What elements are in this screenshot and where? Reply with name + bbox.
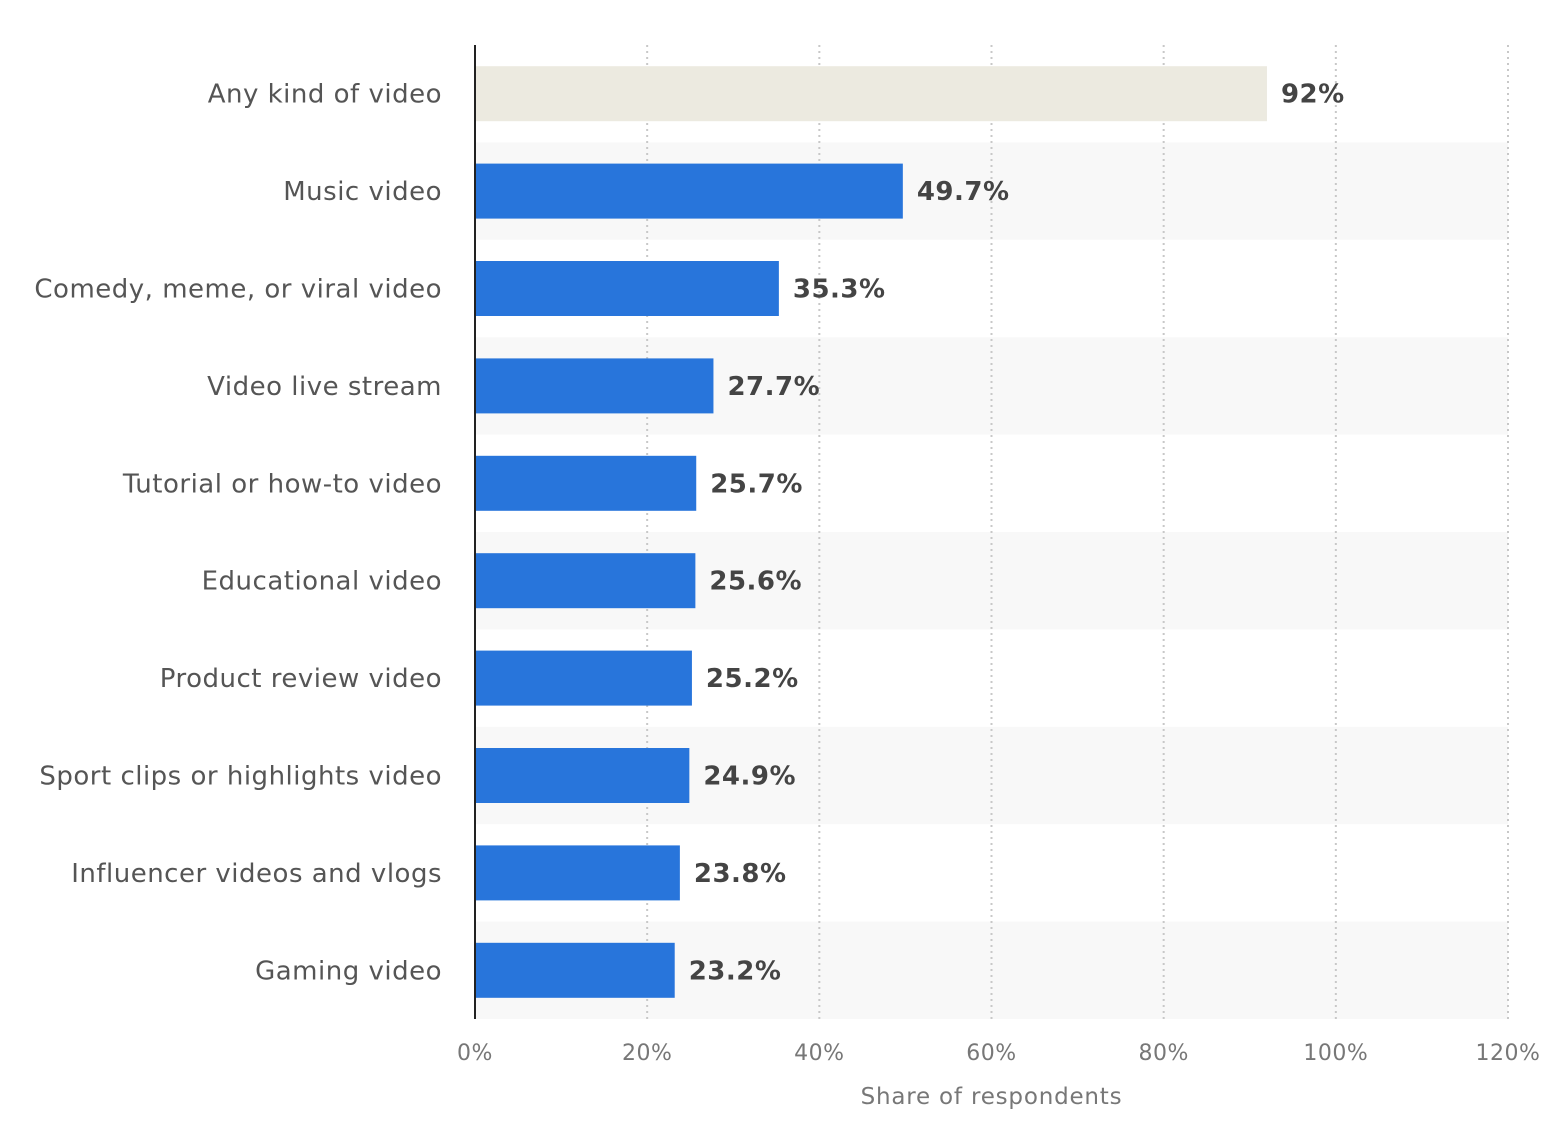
value-label: 23.2%	[689, 956, 782, 986]
category-label: Product review video	[160, 664, 442, 694]
bar	[475, 748, 690, 803]
bar	[475, 358, 714, 414]
x-tick-label: 80%	[1138, 1041, 1188, 1066]
bar	[475, 455, 697, 511]
value-label: 49.7%	[917, 177, 1010, 207]
bar	[475, 553, 696, 609]
category-label: Video live stream	[207, 372, 442, 402]
category-label: Any kind of video	[208, 80, 442, 110]
bars-group	[475, 66, 1267, 998]
x-tick-label: 120%	[1476, 1041, 1541, 1066]
category-label: Educational video	[202, 567, 442, 597]
bar	[475, 942, 675, 998]
x-tick-label: 20%	[622, 1041, 672, 1066]
bar	[475, 845, 680, 901]
bar	[475, 261, 779, 316]
category-label: Influencer videos and vlogs	[71, 859, 442, 889]
x-tick-label: 0%	[457, 1041, 493, 1066]
value-label: 35.3%	[793, 275, 886, 305]
value-label: 24.9%	[703, 762, 796, 792]
bar	[475, 650, 692, 706]
x-axis-title: Share of respondents	[861, 1084, 1123, 1110]
category-label: Music video	[283, 177, 442, 207]
x-tick-label: 40%	[794, 1041, 844, 1066]
bar	[475, 66, 1267, 122]
value-label: 25.2%	[706, 664, 799, 694]
category-labels: Any kind of video Music video Comedy, meme…	[34, 80, 442, 987]
x-tick-label: 60%	[966, 1041, 1016, 1066]
value-label: 27.7%	[727, 372, 820, 402]
value-label: 92%	[1281, 80, 1345, 110]
category-label: Comedy, meme, or viral video	[34, 275, 442, 305]
x-tick-labels: 0% 20% 40% 60% 80% 100% 120%	[457, 1041, 1540, 1066]
value-label: 23.8%	[694, 859, 787, 889]
x-tick-label: 100%	[1303, 1041, 1368, 1066]
value-label: 25.6%	[709, 567, 802, 597]
value-labels: 92% 49.7% 35.3% 27.7% 25.7% 25.6% 25.2% 24.9% 23…	[689, 80, 1345, 987]
category-label: Tutorial or how-to video	[122, 469, 442, 499]
category-label: Sport clips or highlights video	[39, 762, 442, 792]
value-label: 25.7%	[710, 469, 803, 499]
bar	[475, 163, 903, 219]
category-label: Gaming video	[255, 956, 442, 986]
